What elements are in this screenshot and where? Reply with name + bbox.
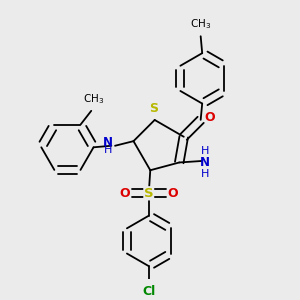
Text: CH$_3$: CH$_3$ <box>83 92 104 106</box>
Text: H: H <box>201 169 209 179</box>
Text: N: N <box>103 136 112 149</box>
Text: H: H <box>104 146 112 155</box>
Text: N: N <box>200 156 210 169</box>
Text: CH$_3$: CH$_3$ <box>190 17 211 31</box>
Text: Cl: Cl <box>142 285 155 298</box>
Text: H: H <box>201 146 209 156</box>
Text: O: O <box>167 187 178 200</box>
Text: O: O <box>204 111 214 124</box>
Text: S: S <box>148 102 158 116</box>
Text: S: S <box>144 187 154 200</box>
Text: O: O <box>120 187 130 200</box>
